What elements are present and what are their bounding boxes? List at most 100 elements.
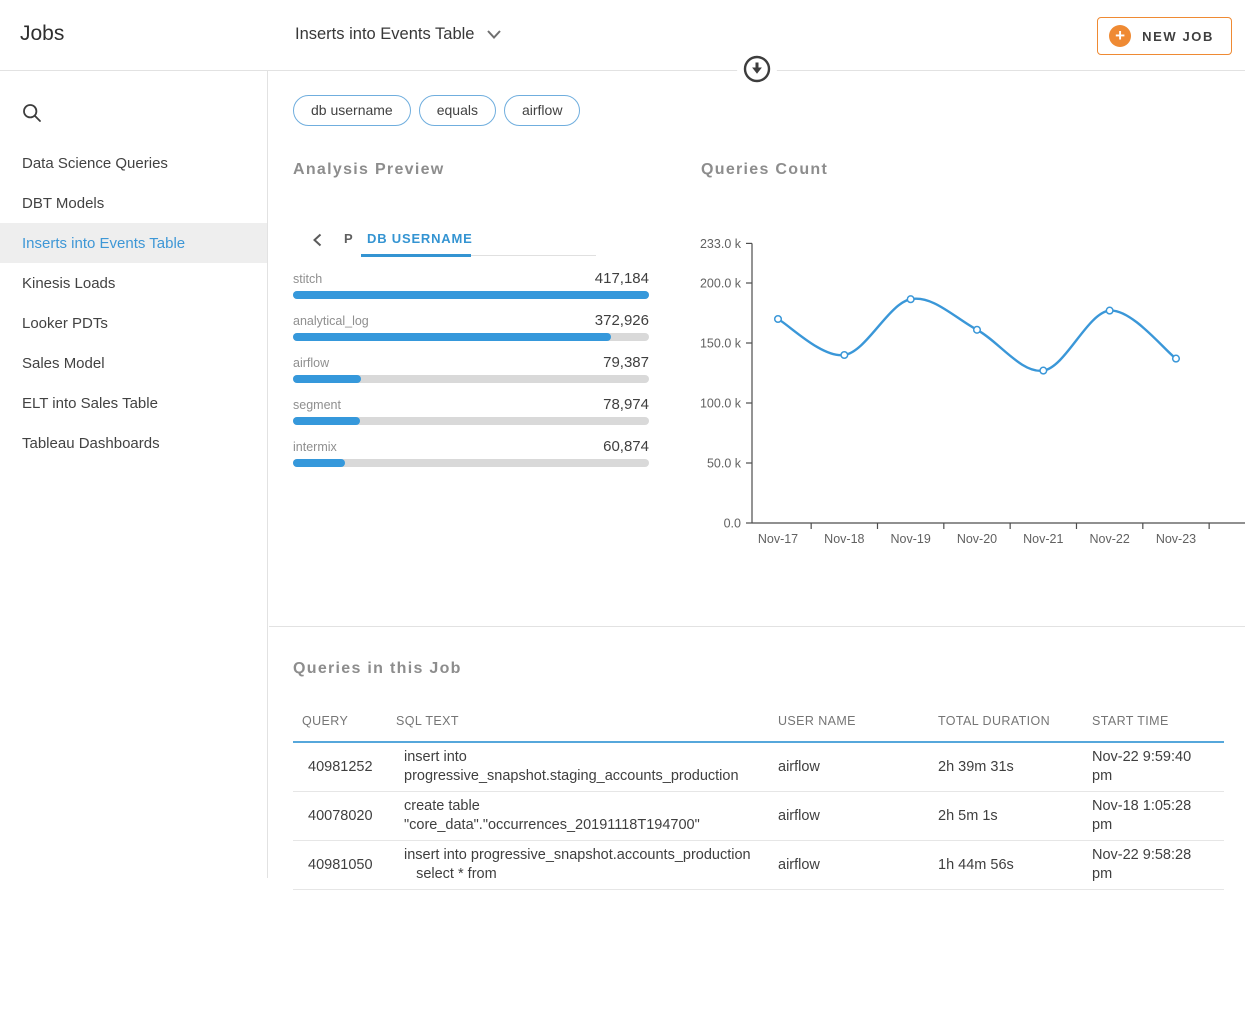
bar-category-label: stitch — [293, 272, 322, 286]
bar-row: airflow 79,387 — [293, 354, 649, 383]
sidebar-item[interactable]: Tableau Dashboards — [0, 423, 267, 463]
download-button[interactable] — [742, 54, 772, 84]
bar-track — [293, 375, 649, 383]
new-job-button[interactable]: + NEW JOB — [1097, 17, 1232, 55]
cell-total-duration: 2h 39m 31s — [938, 758, 1092, 777]
svg-text:233.0 k: 233.0 k — [700, 237, 742, 251]
col-header-query: QUERY — [293, 714, 396, 728]
sidebar-nav: Data Science Queries DBT Models Inserts … — [0, 143, 267, 463]
job-queries-panel: Queries in this Job QUERY SQL TEXT USER … — [269, 626, 1245, 1026]
sidebar: Data Science Queries DBT Models Inserts … — [0, 71, 268, 878]
sidebar-item-label: Looker PDTs — [22, 315, 108, 332]
bar-category-label: intermix — [293, 440, 337, 454]
bar-row: analytical_log 372,926 — [293, 312, 649, 341]
sidebar-item-label: Tableau Dashboards — [22, 435, 160, 452]
sidebar-item-label: Kinesis Loads — [22, 275, 115, 292]
cell-query-id: 40078020 — [293, 807, 396, 826]
svg-text:150.0 k: 150.0 k — [700, 337, 742, 351]
bar-value: 417,184 — [595, 270, 649, 287]
job-selector-dropdown[interactable]: Inserts into Events Table — [295, 25, 501, 44]
bar-category-label: analytical_log — [293, 314, 369, 328]
sidebar-item-label: DBT Models — [22, 195, 104, 212]
filter-chips: db username equals airflow — [293, 95, 580, 126]
bar-value: 372,926 — [595, 312, 649, 329]
tab-partial[interactable]: P — [344, 231, 353, 246]
cell-user-name: airflow — [778, 758, 938, 777]
tabs-back-button[interactable] — [311, 233, 325, 247]
bar-track — [293, 333, 649, 341]
new-job-label: NEW JOB — [1142, 29, 1214, 44]
svg-text:200.0 k: 200.0 k — [700, 277, 742, 291]
col-header-start-time: START TIME — [1092, 714, 1224, 728]
plus-icon: + — [1109, 25, 1131, 47]
sidebar-item-label: Sales Model — [22, 355, 105, 372]
bar-track — [293, 417, 649, 425]
svg-text:Nov-17: Nov-17 — [758, 532, 798, 546]
svg-text:Nov-20: Nov-20 — [957, 532, 997, 546]
bar-category-label: segment — [293, 398, 341, 412]
analysis-bar-list: stitch 417,184 analytical_log 372,926 ai… — [293, 270, 649, 480]
table-row[interactable]: 40981252 insert intoprogressive_snapshot… — [293, 743, 1224, 792]
job-selector-label: Inserts into Events Table — [295, 25, 474, 44]
svg-text:100.0 k: 100.0 k — [700, 397, 742, 411]
sidebar-search-button[interactable] — [22, 103, 42, 123]
tab-active-indicator — [361, 254, 471, 257]
cell-total-duration: 1h 44m 56s — [938, 856, 1092, 875]
bar-fill — [293, 375, 361, 383]
bar-fill — [293, 459, 345, 467]
bar-row: intermix 60,874 — [293, 438, 649, 467]
sidebar-item[interactable]: ELT into Sales Table — [0, 383, 267, 423]
main-content: db username equals airflow Analysis Previe… — [269, 71, 1245, 878]
col-header-total-duration: TOTAL DURATION — [938, 714, 1092, 728]
svg-text:Nov-22: Nov-22 — [1090, 532, 1130, 546]
download-icon — [742, 54, 772, 84]
svg-text:0.0: 0.0 — [724, 517, 741, 531]
bar-row: segment 78,974 — [293, 396, 649, 425]
col-header-sql-text: SQL TEXT — [396, 714, 778, 728]
bar-value: 79,387 — [603, 354, 649, 371]
svg-text:50.0 k: 50.0 k — [707, 457, 742, 471]
bar-value: 60,874 — [603, 438, 649, 455]
cell-start-time: Nov-18 1:05:28pm — [1092, 797, 1224, 835]
cell-user-name: airflow — [778, 807, 938, 826]
search-icon — [22, 103, 42, 123]
bar-track — [293, 459, 649, 467]
filter-chip[interactable]: equals — [419, 95, 496, 126]
job-queries-title: Queries in this Job — [293, 660, 1245, 678]
sidebar-item[interactable]: Inserts into Events Table — [0, 223, 267, 263]
sidebar-item-label: Inserts into Events Table — [22, 235, 185, 252]
svg-text:Nov-18: Nov-18 — [824, 532, 864, 546]
svg-text:Nov-23: Nov-23 — [1156, 532, 1196, 546]
svg-text:Nov-21: Nov-21 — [1023, 532, 1063, 546]
sidebar-item[interactable]: DBT Models — [0, 183, 267, 223]
table-header-row: QUERY SQL TEXT USER NAME TOTAL DURATION … — [293, 690, 1224, 743]
tab-db-username[interactable]: DB USERNAME — [367, 231, 473, 246]
sidebar-item-label: Data Science Queries — [22, 155, 168, 172]
analysis-preview-title: Analysis Preview — [293, 161, 445, 179]
sidebar-item[interactable]: Kinesis Loads — [0, 263, 267, 303]
page-title: Jobs — [20, 22, 64, 46]
cell-sql-text: insert into progressive_snapshot.account… — [396, 846, 778, 884]
bar-value: 78,974 — [603, 396, 649, 413]
svg-text:Nov-19: Nov-19 — [891, 532, 931, 546]
cell-start-time: Nov-22 9:58:28pm — [1092, 846, 1224, 884]
sidebar-item[interactable]: Data Science Queries — [0, 143, 267, 183]
cell-user-name: airflow — [778, 856, 938, 875]
cell-total-duration: 2h 5m 1s — [938, 807, 1092, 826]
bar-fill — [293, 291, 649, 299]
bar-category-label: airflow — [293, 356, 329, 370]
sidebar-item-label: ELT into Sales Table — [22, 395, 158, 412]
cell-sql-text: create table"core_data"."occurrences_201… — [396, 797, 778, 835]
filter-chip[interactable]: db username — [293, 95, 411, 126]
cell-query-id: 40981050 — [293, 856, 396, 875]
table-body: 40981252 insert intoprogressive_snapshot… — [293, 743, 1224, 890]
chevron-down-icon — [487, 25, 501, 44]
cell-sql-text: insert intoprogressive_snapshot.staging_… — [396, 748, 778, 786]
sidebar-item[interactable]: Looker PDTs — [0, 303, 267, 343]
sidebar-item[interactable]: Sales Model — [0, 343, 267, 383]
table-row[interactable]: 40078020 create table"core_data"."occurr… — [293, 792, 1224, 841]
filter-chip[interactable]: airflow — [504, 95, 580, 126]
table-row[interactable]: 40981050 insert into progressive_snapsho… — [293, 841, 1224, 890]
col-header-user-name: USER NAME — [778, 714, 938, 728]
chevron-left-icon — [311, 233, 325, 247]
